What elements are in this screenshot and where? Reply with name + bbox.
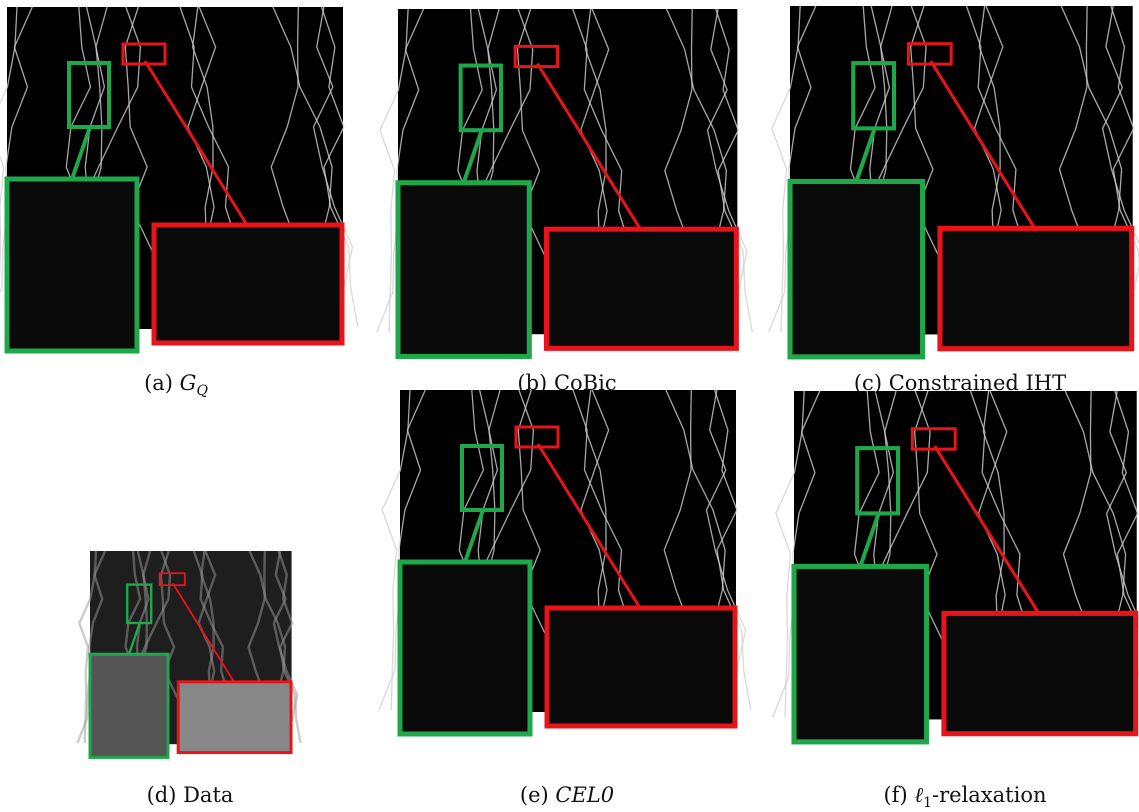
- filament: [713, 389, 752, 711]
- zoom-connector: [854, 127, 877, 183]
- caption: (d) Data: [147, 783, 234, 807]
- zoom-connector: [536, 62, 642, 230]
- zoom-connector: [461, 129, 484, 184]
- filament: [378, 389, 426, 711]
- roi-box: [460, 444, 504, 512]
- zoom-connector: [143, 60, 249, 226]
- filament: [379, 8, 409, 333]
- caption-part: Q: [196, 383, 208, 399]
- zoom-region: [88, 652, 170, 759]
- roi-box: [910, 427, 957, 451]
- caption: (c) Constrained IHT: [854, 371, 1066, 395]
- roi-box: [851, 61, 897, 131]
- filament: [320, 6, 359, 328]
- caption-part: ℓ: [914, 783, 923, 807]
- filament: [706, 8, 748, 333]
- zoom-region: [787, 178, 926, 360]
- filament: [76, 550, 107, 744]
- filament: [78, 550, 98, 744]
- filament: [312, 6, 354, 328]
- roi-box: [158, 572, 186, 587]
- zoom-connector: [463, 509, 485, 563]
- caption-part: (c): [854, 371, 882, 395]
- zoom-region: [791, 563, 930, 745]
- roi-box: [67, 61, 111, 129]
- roi-box: [121, 42, 167, 66]
- filament: [772, 390, 821, 718]
- zoom-connector: [70, 126, 92, 180]
- zoom-region: [151, 222, 345, 346]
- image-panel: [772, 390, 1139, 745]
- caption: (e) CEL0: [520, 783, 614, 807]
- zoom-region: [4, 176, 140, 354]
- zoom-region: [941, 610, 1139, 737]
- zoom-region: [395, 180, 532, 359]
- filament: [715, 8, 753, 333]
- caption-part: 1: [923, 795, 932, 811]
- image-panel: [76, 550, 302, 759]
- zoom-connector: [933, 445, 1041, 615]
- filament: [775, 390, 805, 718]
- zoom-region: [397, 559, 533, 737]
- caption-part: (a): [144, 371, 173, 395]
- zoom-region: [543, 226, 739, 351]
- caption-part: CoBic: [554, 371, 617, 395]
- roi-box: [855, 446, 901, 516]
- filament: [1105, 390, 1139, 718]
- zoom-region: [937, 225, 1135, 352]
- caption-part: (b): [517, 371, 547, 395]
- caption: (f) ℓ1-relaxation: [883, 783, 1046, 811]
- caption-part: Constrained IHT: [889, 371, 1066, 395]
- filament: [768, 5, 817, 333]
- zoom-connector: [858, 512, 881, 568]
- filament: [705, 389, 747, 711]
- filament: [1101, 5, 1139, 333]
- image-panel: [0, 6, 359, 354]
- filament: [0, 6, 33, 294]
- zoom-region: [176, 680, 293, 755]
- caption: (b) CoBic: [517, 371, 616, 395]
- filament: [1114, 390, 1139, 630]
- caption-part: (f): [883, 783, 907, 807]
- caption-part: (e): [520, 783, 549, 807]
- filament: [1110, 5, 1139, 275]
- caption-part: -relaxation: [932, 783, 1047, 807]
- zoom-connector: [172, 582, 235, 683]
- roi-box: [126, 583, 153, 625]
- filament: [0, 6, 18, 286]
- caption-part: G: [180, 371, 197, 395]
- roi-box: [458, 63, 504, 133]
- filament: [771, 5, 801, 333]
- caption: (a) GQ: [144, 371, 208, 399]
- filament: [376, 8, 425, 333]
- caption-part: Data: [183, 783, 233, 807]
- image-panel: [376, 8, 753, 359]
- image-panel: [378, 389, 752, 737]
- zoom-connector: [929, 60, 1037, 230]
- zoom-region: [544, 605, 738, 729]
- filament: [277, 550, 302, 744]
- roi-box: [906, 42, 953, 66]
- caption-part: (d): [147, 783, 177, 807]
- caption-part: CEL0: [555, 783, 614, 807]
- zoom-connector: [536, 443, 642, 609]
- image-panel: [768, 5, 1139, 360]
- zoom-connector: [127, 622, 141, 655]
- roi-box: [514, 425, 560, 449]
- roi-box: [513, 44, 560, 69]
- filament: [381, 389, 411, 711]
